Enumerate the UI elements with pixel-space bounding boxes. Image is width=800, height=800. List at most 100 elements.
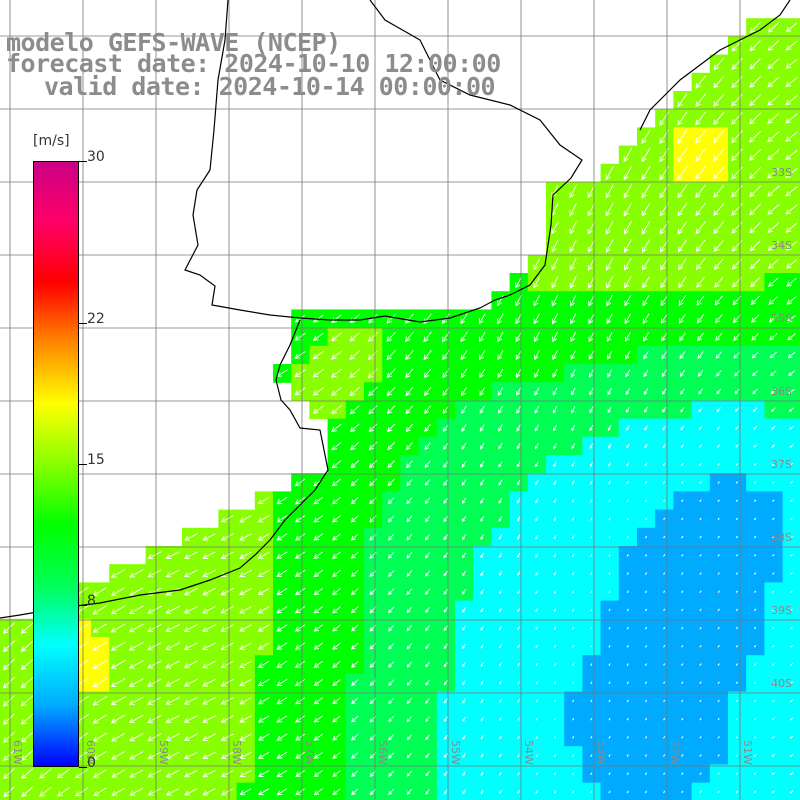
wind-vector-arrow [625,350,631,360]
wind-vector-arrow [443,588,449,595]
wind-vector-arrow [644,443,648,449]
wind-vector-arrow [788,388,795,394]
wind-vector-arrow [735,517,739,521]
wind-vector-arrow [606,331,613,343]
wind-vector-arrow [499,717,502,722]
wind-vector-arrow [587,275,595,289]
wind-vector-arrow [608,608,611,612]
wind-vector-arrow [699,663,702,666]
wind-vector-arrow [645,644,647,648]
wind-vector-arrow [331,533,341,541]
wind-vector-arrow [388,679,395,686]
wind-vector-arrow [608,699,611,703]
wind-vector-arrow [608,754,611,758]
wind-vector-arrow [516,461,521,468]
wind-vector-arrow [405,368,414,379]
wind-vector-arrow [663,754,666,757]
wind-vector-arrow [349,386,361,397]
colorbar-tick-mark [79,605,87,607]
wind-vector-arrow [717,736,720,739]
wind-vector-arrow [517,571,521,577]
wind-vector-arrow [220,515,234,523]
wind-vector-arrow [388,715,395,723]
wind-vector-arrow [462,771,466,777]
colorbar-tick-label: 15 [87,452,105,468]
wind-vector-arrow [785,40,798,51]
wind-vector-arrow [20,750,34,761]
wind-vector-arrow [295,715,306,723]
wind-vector-arrow [590,790,593,794]
wind-vector-arrow [480,589,484,595]
wind-vector-arrow [767,185,780,197]
wind-vector-arrow [517,753,520,758]
wind-vector-arrow [681,790,684,794]
wind-vector-arrow [497,331,504,343]
wind-vector-arrow [588,313,595,325]
wind-vector-arrow [533,257,541,271]
wind-vector-arrow [332,697,341,705]
wind-vector-arrow [535,662,538,667]
wind-vector-arrow [790,517,793,521]
longitude-label: 51W [741,740,754,765]
wind-vector-arrow [551,276,559,289]
wind-vector-arrow [442,423,449,432]
wind-vector-arrow [645,626,647,630]
wind-vector-arrow [443,625,448,632]
wind-vector-arrow [771,444,776,448]
wind-vector-arrow [479,387,486,397]
wind-vector-arrow [663,626,666,630]
wind-vector-arrow [257,660,270,668]
wind-vector-arrow [351,788,359,796]
wind-vector-arrow [406,643,413,650]
wind-vector-arrow [607,387,612,396]
wind-vector-arrow [128,623,144,633]
wind-vector-arrow [713,130,725,144]
wind-vector-arrow [220,551,234,559]
wind-vector-arrow [147,751,162,760]
wind-vector-arrow [626,480,630,485]
wind-vector-arrow [642,313,650,325]
wind-vector-arrow [645,681,647,685]
wind-vector-arrow [661,350,668,360]
wind-vector-arrow [388,734,395,741]
colorbar-tick-mark [79,161,87,162]
wind-vector-arrow [572,663,575,667]
wind-vector-arrow [663,499,666,503]
wind-vector-arrow [785,167,798,179]
wind-vector-arrow [350,624,359,632]
wind-vector-arrow [480,716,484,722]
wind-vector-arrow [749,185,762,198]
wind-vector-arrow [498,589,502,595]
wind-vector-arrow [313,533,324,541]
wind-vector-arrow [295,733,306,741]
wind-vector-arrow [534,387,540,396]
wind-vector-arrow [753,699,757,703]
wind-vector-arrow [608,644,611,648]
wind-vector-arrow [368,478,377,487]
wind-vector-arrow [480,735,484,740]
wind-vector-arrow [626,425,630,431]
wind-vector-arrow [110,641,126,651]
wind-vector-arrow [572,790,575,794]
wind-vector-arrow [443,716,448,722]
wind-vector-arrow [749,58,761,70]
wind-vector-arrow [461,405,467,414]
wind-vector-arrow [350,733,359,741]
wind-vector-arrow [425,716,430,723]
wind-vector-arrow [770,370,777,377]
wind-vector-arrow [645,699,647,703]
wind-vector-arrow [332,642,341,650]
wind-vector-arrow [717,645,720,648]
wind-vector-arrow [678,276,687,289]
wind-vector-arrow [294,660,306,668]
wind-vector-arrow [735,772,739,775]
wind-vector-arrow [147,569,162,578]
wind-vector-arrow [713,184,725,198]
wind-vector-arrow [785,222,798,233]
wind-vector-arrow [554,735,556,739]
wind-vector-arrow [570,331,577,343]
wind-vector-arrow [751,351,759,359]
wind-vector-arrow [753,754,757,757]
wind-vector-arrow [257,624,270,632]
wind-vector-arrow [517,644,520,649]
